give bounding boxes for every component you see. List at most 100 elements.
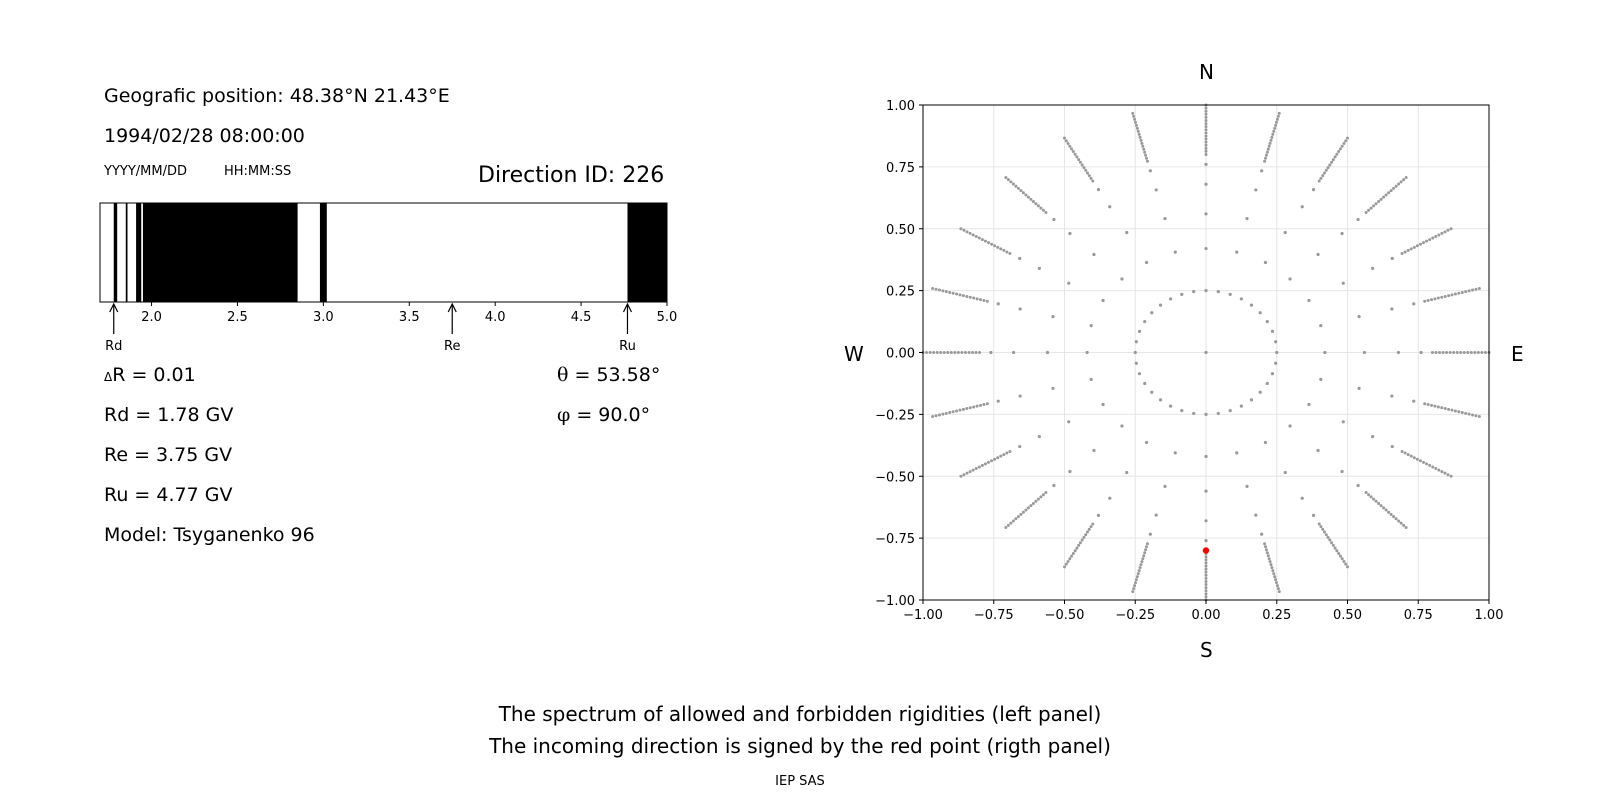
scatter-point [1430,298,1434,302]
scatter-point [1300,205,1304,209]
delta-r: ΔR = 0.01 [104,364,196,386]
x-tick-label: −0.75 [974,608,1014,623]
scatter-point [1330,160,1334,164]
scatter-point [971,468,975,472]
scatter-point [1371,266,1375,270]
spectrum-tick-label: 3.5 [399,310,420,325]
scatter-point [1154,188,1158,192]
scatter-point [1389,189,1393,193]
forbidden-band [136,203,142,302]
scatter-point [1384,508,1388,512]
scatter-point [1135,575,1139,579]
scatter-point [959,227,963,231]
scatter-point [972,296,976,300]
scatter-point [1204,595,1208,599]
scatter-point [1452,351,1456,354]
scatter-point [1372,497,1376,501]
direction-scatter-chart: −1.00 −0.75 −0.50 −0.25 0.00 0.25 0.50 0.75 1.00… [875,99,1503,623]
scatter-point [1173,250,1177,254]
scatter-point [1307,298,1311,303]
scatter-point [1364,491,1368,495]
scatter-point [1142,147,1146,151]
scatter-point [1138,566,1142,570]
scatter-point [1068,144,1072,148]
scatter-point [1158,303,1163,307]
scatter-point [965,294,969,298]
scatter-point [1009,180,1013,184]
scatter-point [1440,470,1444,474]
scatter-point [1437,468,1441,472]
incoming-direction-point [1202,547,1210,554]
scatter-point [934,287,938,291]
scatter-point [1436,296,1440,300]
scatter-point [1423,299,1427,303]
scatter-point [975,297,979,301]
scatter-point [1428,238,1432,242]
scatter-point [1148,169,1152,173]
x-tick-label: 1.00 [1475,608,1504,623]
scatter-point [1204,109,1208,113]
scatter-point [1204,589,1208,593]
scatter-point [1397,182,1401,186]
scatter-point [1204,454,1208,459]
scatter-point [1402,523,1406,527]
scatter-point [1204,134,1208,138]
scatter-point [1006,178,1010,182]
scatter-point [1430,351,1434,354]
scatter-point [978,351,982,354]
scatter-point [1150,390,1154,394]
scatter-point [1466,351,1470,354]
scatter-point [1089,525,1093,529]
scatter-point [983,239,987,243]
scatter-point [1344,562,1348,566]
scatter-point [1019,189,1023,193]
scatter-point [1275,350,1279,355]
scatter-point [1436,405,1440,409]
scatter-point [1326,166,1330,170]
scatter-point [1031,501,1035,505]
scatter-point [982,298,986,302]
scatter-point [1333,155,1337,159]
scatter-point [1204,583,1208,587]
scatter-point [1477,286,1481,290]
scatter-point [1005,451,1009,455]
scatter-point [1235,250,1239,254]
scatter-point [1133,350,1137,355]
scatter-point [974,351,978,354]
scatter-point [1037,435,1041,439]
scatter-point [1265,551,1269,555]
scatter-point [1082,535,1086,539]
scatter-point [1319,377,1323,382]
scatter-point [1270,372,1275,376]
scatter-point [1264,545,1268,549]
scatter-point [1265,381,1269,386]
marker-label-re: Re [444,339,460,354]
scatter-point [965,230,969,234]
scatter-point [974,234,978,238]
scatter-point [1077,158,1081,162]
scatter-point [1446,228,1450,232]
scatter-point [1276,587,1280,591]
scatter-point [1006,523,1010,527]
scatter-point [1192,289,1196,294]
scatter-point [1134,581,1138,585]
scatter-point [975,404,979,408]
scatter-point [1140,560,1144,564]
scatter-point [1016,186,1020,190]
marker-label-rd: Rd [105,339,122,354]
compass-east: E [1511,342,1524,366]
scatter-point [1379,504,1383,508]
theta-symbol: θ [557,364,569,386]
scatter-point [1144,260,1149,265]
scatter-point [1204,592,1208,596]
scatter-point [1019,512,1023,516]
scatter-point [1204,350,1208,355]
scatter-point [1446,473,1450,477]
scatter-point [1039,495,1043,499]
scatter-point [1311,513,1316,517]
scatter-point [1044,210,1048,214]
scatter-point [955,409,959,413]
scatter-point [1443,471,1447,475]
scatter-point [1228,292,1232,296]
scatter-point [1134,340,1138,344]
